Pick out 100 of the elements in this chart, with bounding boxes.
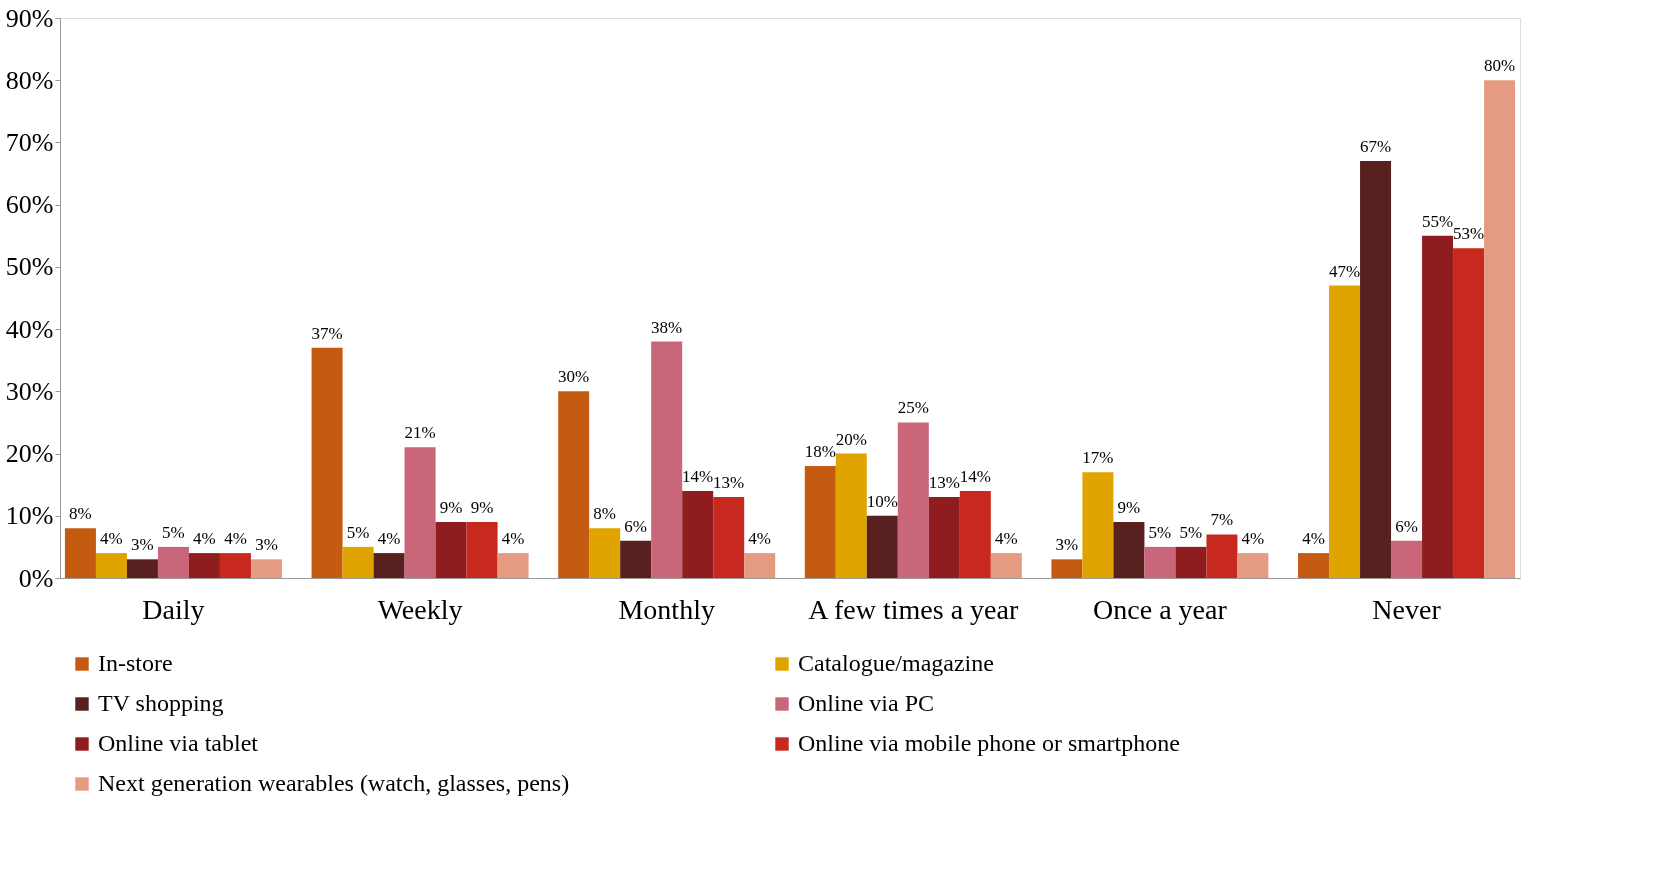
- data-label: 4%: [1302, 529, 1325, 549]
- bar: [219, 553, 251, 578]
- data-label: 38%: [651, 317, 683, 337]
- data-label: 9%: [439, 498, 463, 517]
- data-label: 13%: [713, 473, 745, 493]
- bar: [157, 546, 189, 578]
- x-tick-label: A few times a year: [808, 593, 1019, 625]
- bar: [466, 522, 498, 578]
- data-label: 10%: [866, 491, 898, 511]
- bar: [1113, 522, 1145, 578]
- bar: [311, 347, 343, 578]
- bar: [928, 497, 960, 578]
- bar: [497, 553, 529, 578]
- legend-label: In-store: [98, 650, 173, 676]
- data-label: 4%: [193, 529, 216, 549]
- data-label: 30%: [558, 367, 590, 387]
- data-label: 67%: [1359, 137, 1392, 157]
- bar: [1422, 235, 1454, 578]
- y-tick-label: 10%: [5, 501, 54, 531]
- y-tick-label: 50%: [5, 252, 54, 282]
- bar: [95, 553, 127, 578]
- bar: [250, 559, 282, 578]
- y-tick-label: 40%: [5, 314, 54, 344]
- x-tick-label: Weekly: [377, 593, 463, 625]
- bar: [620, 540, 652, 578]
- bar: [1391, 540, 1423, 578]
- y-tick-label: 20%: [5, 439, 54, 469]
- data-label: 21%: [404, 423, 436, 443]
- data-label: 55%: [1421, 211, 1454, 231]
- data-label: 37%: [311, 323, 343, 343]
- data-label: 3%: [131, 535, 154, 555]
- bar: [64, 528, 96, 578]
- data-label: 14%: [959, 466, 991, 486]
- data-label: 7%: [1210, 510, 1234, 530]
- data-label: 5%: [162, 522, 185, 542]
- data-label: 9%: [1117, 498, 1141, 517]
- legend-label: TV shopping: [98, 690, 224, 716]
- bar: [404, 447, 436, 578]
- bar: [835, 453, 867, 578]
- bar: [188, 553, 220, 578]
- bar: [866, 515, 898, 578]
- bar: [1051, 559, 1083, 578]
- data-label: 5%: [346, 522, 370, 542]
- data-label: 14%: [682, 466, 714, 486]
- bar: [1175, 546, 1207, 578]
- data-label: 25%: [897, 398, 929, 418]
- y-tick-label: 70%: [5, 127, 54, 157]
- bar: [1360, 161, 1392, 578]
- y-tick-label: 90%: [5, 3, 54, 33]
- data-label: 3%: [255, 535, 278, 555]
- y-tick-label: 60%: [5, 190, 54, 220]
- bar: [342, 546, 374, 578]
- data-label: 13%: [928, 473, 960, 493]
- bar: [804, 466, 836, 578]
- legend-label: Online via tablet: [98, 730, 259, 756]
- x-tick-label: Once a year: [1093, 593, 1228, 625]
- x-tick-label: Never: [1372, 593, 1442, 625]
- data-label: 3%: [1055, 535, 1079, 555]
- data-label: 6%: [1395, 516, 1418, 536]
- data-label: 17%: [1082, 448, 1114, 468]
- bar: [1144, 546, 1176, 578]
- data-label: 53%: [1452, 224, 1485, 244]
- data-label: 5%: [1148, 522, 1172, 542]
- data-label: 4%: [994, 529, 1018, 549]
- y-tick-label: 0%: [18, 563, 54, 593]
- data-label: 4%: [377, 529, 401, 549]
- x-tick-label: Monthly: [618, 593, 715, 625]
- data-label: 4%: [100, 529, 123, 549]
- data-label: 18%: [804, 442, 836, 461]
- data-label: 8%: [593, 504, 617, 524]
- bar: [713, 497, 745, 578]
- x-tick-label: Daily: [142, 593, 205, 625]
- bar: [744, 553, 776, 578]
- bar: [1484, 80, 1516, 578]
- bar: [959, 490, 991, 578]
- data-label: 5%: [1179, 522, 1203, 542]
- bar: [558, 391, 590, 578]
- data-label: 4%: [501, 529, 525, 549]
- data-label: 9%: [470, 498, 494, 517]
- bar: [435, 522, 467, 578]
- legend-label: Next generation wearables (watch, glasses, pens): [98, 770, 570, 796]
- data-label: 4%: [224, 529, 247, 549]
- data-label: 4%: [748, 529, 772, 549]
- bar: [1329, 285, 1361, 578]
- y-tick-label: 80%: [5, 65, 54, 95]
- bar: [651, 341, 683, 578]
- bar: [1082, 472, 1114, 578]
- bar: [990, 553, 1022, 578]
- data-label: 80%: [1483, 56, 1516, 76]
- bar: [897, 422, 929, 578]
- bar: [1237, 553, 1269, 578]
- bar: [682, 490, 714, 578]
- bar: [589, 528, 621, 578]
- y-tick-label: 30%: [5, 376, 54, 406]
- legend-label: Online via mobile phone or smartphone: [798, 730, 1180, 756]
- bar: [373, 553, 405, 578]
- bar: [1298, 553, 1330, 578]
- bar: [126, 559, 158, 578]
- data-label: 6%: [624, 516, 648, 536]
- data-label: 4%: [1241, 529, 1265, 549]
